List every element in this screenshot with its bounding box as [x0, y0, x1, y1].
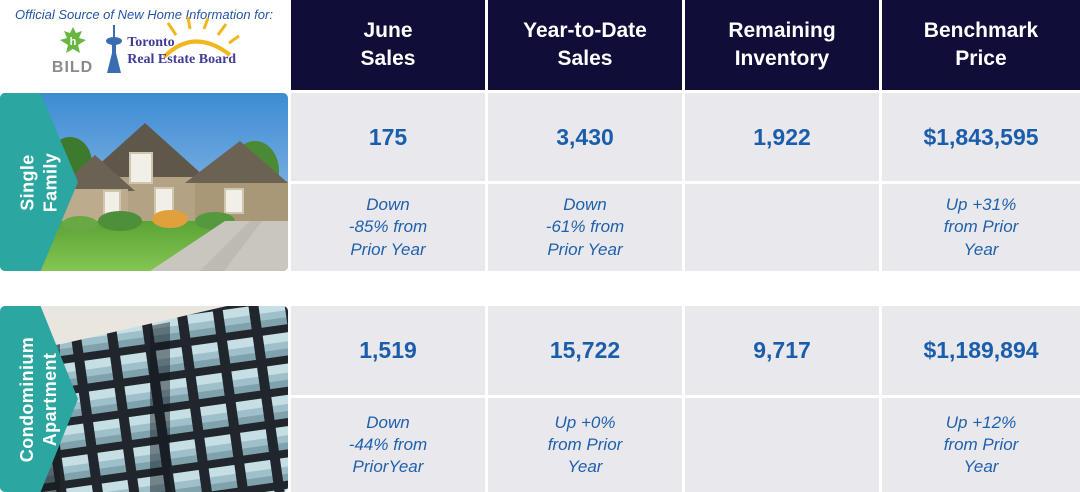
bild-logo: h BILD — [52, 27, 93, 76]
column-header-remaining-inventory: Remaining Inventory — [685, 0, 879, 90]
bild-wordmark: BILD — [51, 59, 94, 76]
condominium-june-sales: 1,519 — [291, 306, 485, 395]
condominium-inventory-change — [685, 398, 879, 492]
treb-logo: Toronto Real Estate Board — [103, 16, 240, 78]
single-family-remaining-inventory: 1,922 — [685, 93, 879, 181]
maple-leaf-icon: h — [58, 27, 88, 62]
single-family-june-sales: 175 — [291, 93, 485, 181]
column-header-ytd-sales: Year-to-Date Sales — [488, 0, 682, 90]
condominium-benchmark-change: Up +12% from Prior Year — [882, 398, 1080, 492]
row-label-condominium: Condominium Apartment — [17, 336, 61, 462]
condominium-june-change: Down -44% from PriorYear — [291, 398, 485, 492]
logo-row: h BILD — [52, 16, 240, 78]
condominium-remaining-inventory: 9,717 — [685, 306, 879, 395]
sun-icon — [146, 16, 242, 66]
single-family-ytd-sales: 3,430 — [488, 93, 682, 181]
column-header-june-sales: June Sales — [291, 0, 485, 90]
single-family-benchmark-price: $1,843,595 — [882, 93, 1080, 181]
condominium-photo: Condominium Apartment — [0, 306, 288, 492]
treb-wordmark: Toronto Real Estate Board — [127, 35, 236, 67]
condominium-ytd-change: Up +0% from Prior Year — [488, 398, 682, 492]
condominium-benchmark-price: $1,189,894 — [882, 306, 1080, 395]
single-family-june-change: Down -85% from Prior Year — [291, 184, 485, 271]
single-family-photo: Single Family — [0, 93, 288, 271]
single-family-inventory-change — [685, 184, 879, 271]
treb-line1: Toronto — [127, 35, 175, 51]
single-family-ytd-change: Down -61% from Prior Year — [488, 184, 682, 271]
single-family-benchmark-change: Up +31% from Prior Year — [882, 184, 1080, 271]
svg-text:h: h — [69, 36, 76, 48]
column-header-benchmark-price: Benchmark Price — [882, 0, 1080, 90]
cn-tower-icon — [103, 25, 125, 78]
branding-cell: Official Source of New Home Information … — [0, 0, 288, 90]
row-label-single-family: Single Family — [17, 152, 61, 212]
condominium-ytd-sales: 15,722 — [488, 306, 682, 395]
treb-line2: Real Estate Board — [127, 51, 237, 67]
